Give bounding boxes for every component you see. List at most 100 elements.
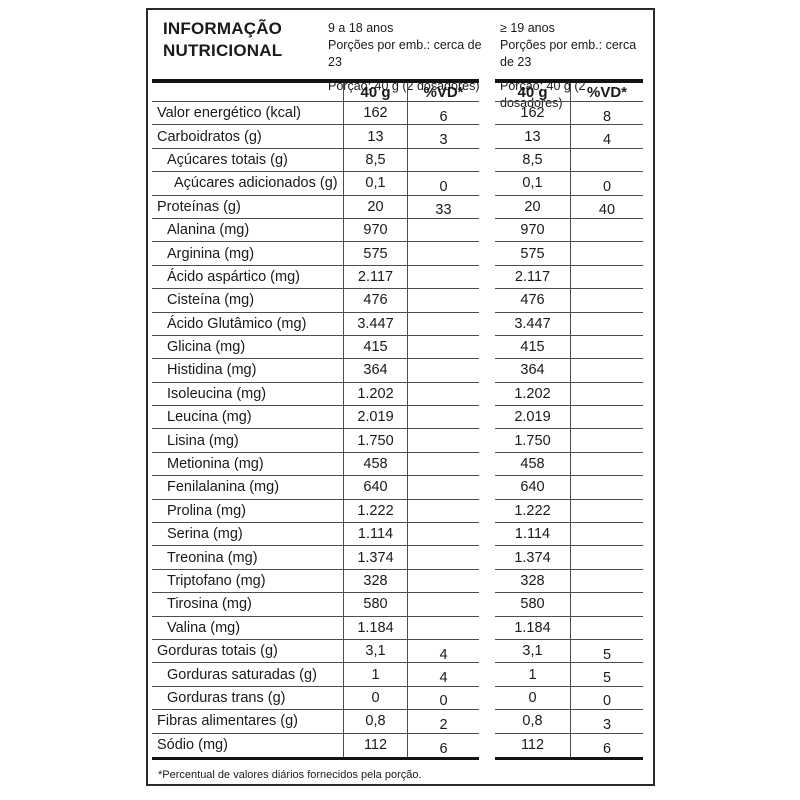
group-gap <box>479 523 495 546</box>
age-group-1-servings: Porções por emb.: cerca de 23 <box>328 37 482 69</box>
nutrient-row: Lisina (mg) 1.750 1.750 <box>152 429 643 453</box>
nutrient-name: Arginina (mg) <box>167 245 255 262</box>
nutrient-row: Prolina (mg) 1.222 1.222 <box>152 499 643 524</box>
amount-value-group1: 13 <box>343 125 407 148</box>
header-divider-bar <box>152 79 643 83</box>
nutrient-name: Alanina (mg) <box>167 222 250 239</box>
amount-value-group1: 0,1 <box>343 172 407 195</box>
vd-value-group1 <box>407 218 479 242</box>
nutrient-row: Valor energético (kcal) 162 6 162 8 <box>152 102 643 126</box>
vd-value-group2: 0 <box>570 172 643 195</box>
vd-value-group1 <box>407 382 479 406</box>
group-gap <box>479 663 495 686</box>
nutrient-name: Cisteína (mg) <box>167 292 255 309</box>
amount-value-group1: 328 <box>343 569 407 593</box>
nutrient-name: Isoleucina (mg) <box>167 385 267 402</box>
group-gap <box>479 476 495 499</box>
amount-value-group1: 8,5 <box>343 148 407 172</box>
group-gap <box>479 102 495 125</box>
vd-value-group2 <box>570 546 643 569</box>
amount-value-group1: 415 <box>343 335 407 359</box>
vd-value-group1 <box>407 476 479 499</box>
group-gap <box>479 383 495 406</box>
nutrient-row: Gorduras trans (g) 0 0 0 0 <box>152 686 643 711</box>
vd-value-group2 <box>570 499 643 523</box>
vd-value-group1 <box>407 312 479 335</box>
group-gap <box>479 242 495 265</box>
group-gap <box>479 219 495 242</box>
nutrient-row: Leucina (mg) 2.019 2.019 <box>152 406 643 430</box>
amount-value-group1: 640 <box>343 476 407 499</box>
amount-value-group1: 575 <box>343 242 407 265</box>
vd-value-group2: 8 <box>570 102 643 125</box>
amount-value-group1: 20 <box>343 195 407 218</box>
vd-value-group1 <box>407 242 479 265</box>
vd-value-group2 <box>570 406 643 429</box>
amount-value-group1: 1.184 <box>343 616 407 639</box>
nutrient-row: Arginina (mg) 575 575 <box>152 242 643 266</box>
vd-value-group2 <box>570 476 643 499</box>
nutrient-row: Carboidratos (g) 13 3 13 4 <box>152 125 643 149</box>
amount-value-group1: 1 <box>343 663 407 686</box>
group-gap <box>479 640 495 663</box>
group-gap <box>479 734 495 757</box>
amount-value-group2: 458 <box>520 456 545 473</box>
amount-value-group2: 1.202 <box>514 385 551 402</box>
amount-value-group2: 364 <box>520 362 545 379</box>
vd-value-group2 <box>570 616 643 639</box>
age-group-2-range: ≥ 19 anos <box>500 21 555 35</box>
nutrient-name: Gorduras saturadas (g) <box>167 666 317 683</box>
nutrient-name: Lisina (mg) <box>167 432 239 449</box>
nutrient-row: Açúcares totais (g) 8,5 8,5 <box>152 148 643 173</box>
age-group-2-servings: Porções por emb.: cerca de 23 <box>500 37 637 69</box>
amount-value-group2: 575 <box>520 245 545 262</box>
vd-value-group2: 5 <box>570 663 643 686</box>
nutrient-row: Gorduras totais (g) 3,1 4 3,1 5 <box>152 639 643 664</box>
vd-value-group2 <box>570 569 643 593</box>
amount-value-group1: 1.374 <box>343 546 407 569</box>
amount-value-group1: 3,1 <box>343 639 407 663</box>
amount-value-group2: 328 <box>520 573 545 589</box>
vd-value-group1: 2 <box>407 710 479 733</box>
vd-value-group2: 5 <box>570 639 643 663</box>
nutrient-name: Valor energético (kcal) <box>157 105 301 122</box>
vd-value-group2 <box>570 382 643 406</box>
amount-value-group2: 1.750 <box>514 432 551 449</box>
group-gap <box>479 172 495 195</box>
vd-value-group1: 0 <box>407 172 479 195</box>
nutrition-label: INFORMAÇÃO NUTRICIONAL 9 a 18 anos Porçõ… <box>146 8 655 786</box>
amount-value-group2: 20 <box>524 198 541 215</box>
nutrient-row: Isoleucina (mg) 1.202 1.202 <box>152 382 643 407</box>
group-gap <box>479 313 495 336</box>
nutrient-name: Proteínas (g) <box>157 198 241 215</box>
vd-value-group1 <box>407 523 479 546</box>
nutrient-name: Prolina (mg) <box>167 502 246 519</box>
amount-value-group1: 162 <box>343 102 407 125</box>
nutrient-name: Treonina (mg) <box>167 549 258 566</box>
nutrient-name: Leucina (mg) <box>167 409 252 426</box>
vd-value-group1 <box>407 359 479 382</box>
amount-value-group1: 364 <box>343 359 407 382</box>
group-gap <box>479 593 495 616</box>
nutrient-name: Ácido aspártico (mg) <box>167 268 300 285</box>
vd-value-group1 <box>407 499 479 523</box>
vd-value-group2 <box>570 242 643 265</box>
amount-value-group1: 1.750 <box>343 429 407 452</box>
group-gap <box>479 336 495 359</box>
amount-value-group2: 970 <box>520 222 545 239</box>
group-gap <box>479 500 495 523</box>
nutrient-name: Fenilalanina (mg) <box>167 479 280 496</box>
amount-value-group2: 0 <box>528 689 537 706</box>
group-gap <box>479 687 495 710</box>
vd-value-group1 <box>407 429 479 452</box>
amount-value-group1: 580 <box>343 593 407 616</box>
vd-value-group1 <box>407 265 479 289</box>
amount-value-group1: 0,8 <box>343 710 407 733</box>
amount-value-group1: 2.117 <box>343 265 407 289</box>
nutrient-name: Triptofano (mg) <box>167 573 266 589</box>
vd-value-group2 <box>570 523 643 546</box>
column-header-spacer <box>152 83 343 101</box>
amount-value-group2: 1.114 <box>514 526 551 543</box>
amount-value-group1: 476 <box>343 289 407 312</box>
